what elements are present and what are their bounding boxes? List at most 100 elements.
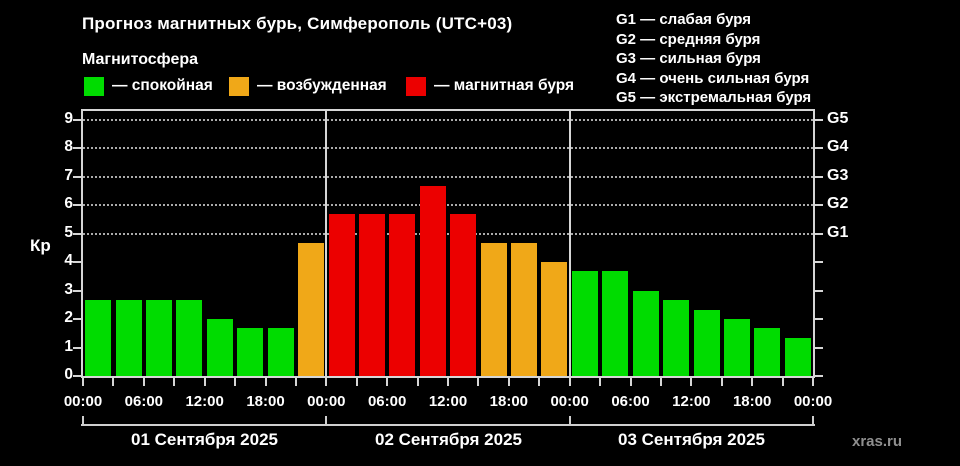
x-axis-tick <box>264 377 267 386</box>
legend-label-excited: — возбужденная <box>257 77 387 94</box>
gridline-kp8 <box>83 147 813 150</box>
y-axis-tick-label: 7 <box>64 166 73 184</box>
date-label-day3: 03 Сентября 2025 <box>618 430 765 449</box>
chart-title: Прогноз магнитных бурь, Симферополь (UTC… <box>82 14 513 33</box>
x-axis-tick <box>599 377 602 386</box>
y-axis-tick-label: 8 <box>64 138 73 156</box>
y-axis-tick <box>73 318 81 320</box>
g-scale-line-g3: G3 — сильная буря <box>616 50 761 67</box>
y-axis-tick-label: 2 <box>64 309 73 326</box>
kp-bar <box>85 299 112 376</box>
y-axis-tick <box>73 118 81 121</box>
time-tick-label: 06:00 <box>367 393 407 410</box>
kp-bar <box>389 214 416 376</box>
y-axis-tick <box>73 175 81 178</box>
x-axis-tick <box>355 377 358 386</box>
gridline-kp9 <box>83 118 813 121</box>
y-axis-tick <box>73 346 81 349</box>
time-tick-label: 00:00 <box>793 393 833 410</box>
time-tick-label: 12:00 <box>672 393 711 410</box>
kp-bar <box>450 214 477 376</box>
time-tick-label: 00:00 <box>63 393 103 410</box>
kp-bar <box>602 271 629 376</box>
time-tick-label: 12:00 <box>428 393 468 410</box>
y-axis-tick-right <box>815 261 823 264</box>
g-level-label-g4: G4 <box>827 138 849 156</box>
x-axis-tick <box>507 377 510 386</box>
y-axis-tick-label: 4 <box>64 252 73 270</box>
plot-area: 0 1 2 3 4 5 6 7 8 9 G5 G4 G3 G2 G1 00:00 06:00 12:00 18:00… <box>64 109 848 410</box>
x-axis-tick <box>416 377 419 386</box>
x-axis-tick <box>386 377 389 386</box>
kp-bar <box>784 338 811 376</box>
kp-bar <box>571 271 598 376</box>
x-axis-tick <box>629 377 632 386</box>
time-tick-label: 00:00 <box>550 393 589 410</box>
g-scale-line-g4: G4 — очень сильная буря <box>616 69 810 87</box>
legend-item-quiet: — спокойная <box>84 76 213 96</box>
time-tick-label: 00:00 <box>307 393 346 410</box>
kp-bar <box>480 242 507 376</box>
kp-bar <box>419 185 446 376</box>
g-scale-line-g2: G2 — средняя буря <box>616 30 761 48</box>
g-scale-line-g5: G5 — экстремальная буря <box>616 89 812 106</box>
y-axis-tick <box>73 204 81 207</box>
date-bracket-tick <box>812 416 814 425</box>
legend-item-storm: — магнитная буря <box>406 76 574 96</box>
x-axis-tick <box>477 377 480 386</box>
excited-color-swatch <box>229 76 249 96</box>
kp-bar <box>723 319 750 376</box>
kp-bar <box>176 299 203 376</box>
y-axis-tick-label: 5 <box>64 223 73 241</box>
time-tick-label: 06:00 <box>611 393 650 410</box>
time-tick-label: 12:00 <box>185 393 224 410</box>
gridline-kp5 <box>83 232 813 235</box>
g-level-label-g5: G5 <box>827 109 849 127</box>
storm-color-swatch <box>406 76 426 96</box>
x-axis-tick <box>325 377 328 386</box>
kp-bar <box>754 328 781 376</box>
y-axis-tick <box>73 232 81 235</box>
x-axis-tick <box>112 377 115 386</box>
date-label-day1: 01 Сентября 2025 <box>131 430 278 449</box>
date-bracket-tick <box>569 416 571 425</box>
kp-bar <box>693 309 720 376</box>
g-scale-line-g1: G1 — слабая буря <box>616 11 752 28</box>
x-axis-tick <box>781 377 784 386</box>
y-axis-tick <box>73 289 81 292</box>
kp-bar <box>206 319 233 376</box>
y-axis-tick-right <box>815 289 823 292</box>
kp-bar <box>267 328 294 376</box>
y-axis-tick-label: 0 <box>64 366 73 383</box>
date-label-day2: 02 Сентября 2025 <box>375 430 522 449</box>
g-level-label-g1: G1 <box>827 223 849 241</box>
x-axis-tick <box>538 377 541 386</box>
kp-bar <box>115 299 142 376</box>
y-axis-tick-label: 3 <box>64 280 73 298</box>
x-axis-tick <box>447 377 449 386</box>
time-tick-label: 18:00 <box>246 393 285 410</box>
legend-label-storm: — магнитная буря <box>434 77 575 94</box>
kp-bar <box>511 242 538 376</box>
y-axis-tick-label: 9 <box>64 109 73 127</box>
y-axis-tick-right <box>815 232 823 235</box>
day-separator <box>325 111 328 376</box>
x-axis-tick <box>812 377 814 386</box>
kp-bar <box>298 242 325 376</box>
watermark: xras.ru <box>852 433 903 450</box>
kp-bar <box>632 290 659 376</box>
quiet-color-swatch <box>84 76 104 96</box>
kp-axis-label: Кр <box>30 236 51 255</box>
y-axis-tick-label: 1 <box>64 337 73 355</box>
time-tick-label: 18:00 <box>489 393 529 410</box>
y-axis-tick-right <box>815 118 823 121</box>
time-tick-label: 18:00 <box>732 393 772 410</box>
y-axis-tick <box>73 261 81 264</box>
y-axis-tick-right <box>815 318 823 320</box>
gridline-kp7 <box>83 175 813 178</box>
y-axis-tick-right <box>815 375 823 377</box>
y-axis-tick-right <box>815 346 823 349</box>
legend-item-excited: — возбужденная <box>229 76 387 96</box>
kp-bar <box>358 214 385 376</box>
x-axis-tick <box>294 377 297 386</box>
